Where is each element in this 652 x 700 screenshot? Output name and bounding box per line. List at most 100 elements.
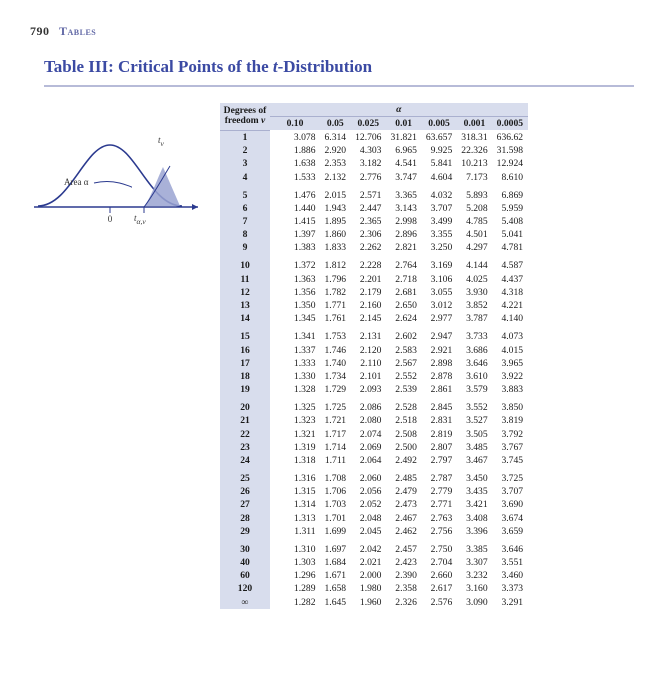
value-cell: 2.110 — [351, 357, 386, 370]
value-cell: 2.069 — [351, 441, 386, 454]
value-cell: 1.812 — [320, 254, 351, 272]
value-cell: 4.604 — [421, 170, 456, 183]
value-cell: 1.740 — [320, 357, 351, 370]
value-cell: 2.131 — [351, 325, 386, 343]
value-cell: 5.893 — [457, 184, 492, 202]
value-cell: 2.000 — [351, 569, 386, 582]
value-cell: 2.179 — [351, 286, 386, 299]
df-cell: 14 — [220, 312, 270, 325]
value-cell: 12.924 — [492, 157, 527, 170]
value-cell: 3.169 — [421, 254, 456, 272]
value-cell: 2.571 — [351, 184, 386, 202]
value-cell: 1.311 — [270, 525, 320, 538]
value-cell: 1.333 — [270, 357, 320, 370]
value-cell: 2.492 — [386, 454, 421, 467]
value-cell: 3.725 — [492, 467, 527, 485]
value-cell: 2.473 — [386, 498, 421, 511]
value-cell: 2.764 — [386, 254, 421, 272]
df-cell: 18 — [220, 370, 270, 383]
value-cell: 2.457 — [386, 538, 421, 556]
table-row: 121.3561.7822.1792.6813.0553.9304.318 — [220, 286, 528, 299]
value-cell: 3.733 — [457, 325, 492, 343]
value-cell: 2.064 — [351, 454, 386, 467]
value-cell: 9.925 — [421, 144, 456, 157]
value-cell: 3.182 — [351, 157, 386, 170]
table-row: 251.3161.7082.0602.4852.7873.4503.725 — [220, 467, 528, 485]
value-cell: 3.610 — [457, 370, 492, 383]
table-row: 201.3251.7252.0862.5282.8453.5523.850 — [220, 396, 528, 414]
df-cell: 60 — [220, 569, 270, 582]
value-cell: 3.674 — [492, 511, 527, 524]
value-cell: 3.690 — [492, 498, 527, 511]
value-cell: 6.965 — [386, 144, 421, 157]
value-cell: 3.450 — [457, 467, 492, 485]
value-cell: 1.350 — [270, 299, 320, 312]
value-cell: 3.552 — [457, 396, 492, 414]
value-cell: 4.587 — [492, 254, 527, 272]
value-cell: 3.355 — [421, 228, 456, 241]
df-cell: 6 — [220, 202, 270, 215]
value-cell: 1.708 — [320, 467, 351, 485]
value-cell: 2.617 — [421, 582, 456, 595]
value-cell: 4.318 — [492, 286, 527, 299]
value-cell: 2.819 — [421, 427, 456, 440]
value-cell: 3.373 — [492, 582, 527, 595]
alpha-level: 0.0005 — [492, 117, 527, 131]
value-cell: 1.796 — [320, 273, 351, 286]
value-cell: 2.821 — [386, 241, 421, 254]
value-cell: 7.173 — [457, 170, 492, 183]
value-cell: 3.505 — [457, 427, 492, 440]
value-cell: 2.056 — [351, 485, 386, 498]
table-row: 21.8862.9204.3036.9659.92522.32631.598 — [220, 144, 528, 157]
df-cell: 9 — [220, 241, 270, 254]
value-cell: 2.462 — [386, 525, 421, 538]
value-cell: 2.048 — [351, 511, 386, 524]
value-cell: 3.012 — [421, 299, 456, 312]
value-cell: 2.552 — [386, 370, 421, 383]
value-cell: 2.145 — [351, 312, 386, 325]
value-cell: 1.296 — [270, 569, 320, 582]
table-row: 131.3501.7712.1602.6503.0123.8524.221 — [220, 299, 528, 312]
value-cell: 1.356 — [270, 286, 320, 299]
value-cell: 2.052 — [351, 498, 386, 511]
value-cell: 1.782 — [320, 286, 351, 299]
section-name: Tables — [59, 24, 96, 38]
value-cell: 1.533 — [270, 170, 320, 183]
df-cell: 8 — [220, 228, 270, 241]
value-cell: 2.518 — [386, 414, 421, 427]
value-cell: 1.833 — [320, 241, 351, 254]
df-cell: 23 — [220, 441, 270, 454]
value-cell: 1.314 — [270, 498, 320, 511]
table-row: 111.3631.7962.2012.7183.1064.0254.437 — [220, 273, 528, 286]
value-cell: 3.551 — [492, 556, 527, 569]
value-cell: 2.500 — [386, 441, 421, 454]
value-cell: 1.315 — [270, 485, 320, 498]
value-cell: 6.314 — [320, 130, 351, 144]
value-cell: 3.421 — [457, 498, 492, 511]
value-cell: 4.025 — [457, 273, 492, 286]
value-cell: 2.015 — [320, 184, 351, 202]
df-cell: 13 — [220, 299, 270, 312]
value-cell: 3.850 — [492, 396, 527, 414]
value-cell: 1.714 — [320, 441, 351, 454]
value-cell: 3.579 — [457, 383, 492, 396]
value-cell: 31.821 — [386, 130, 421, 144]
value-cell: 3.659 — [492, 525, 527, 538]
df-cell: 19 — [220, 383, 270, 396]
df-cell: 25 — [220, 467, 270, 485]
value-cell: 3.160 — [457, 582, 492, 595]
value-cell: 2.576 — [421, 596, 456, 609]
df-cell: 2 — [220, 144, 270, 157]
df-cell: 40 — [220, 556, 270, 569]
df-cell: ∞ — [220, 596, 270, 609]
value-cell: 2.750 — [421, 538, 456, 556]
table-row: 51.4762.0152.5713.3654.0325.8936.869 — [220, 184, 528, 202]
value-cell: 2.467 — [386, 511, 421, 524]
value-cell: 3.467 — [457, 454, 492, 467]
table-row: 221.3211.7172.0742.5082.8193.5053.792 — [220, 427, 528, 440]
value-cell: 3.090 — [457, 596, 492, 609]
df-cell: 26 — [220, 485, 270, 498]
value-cell: 1.363 — [270, 273, 320, 286]
value-cell: 1.671 — [320, 569, 351, 582]
value-cell: 22.326 — [457, 144, 492, 157]
